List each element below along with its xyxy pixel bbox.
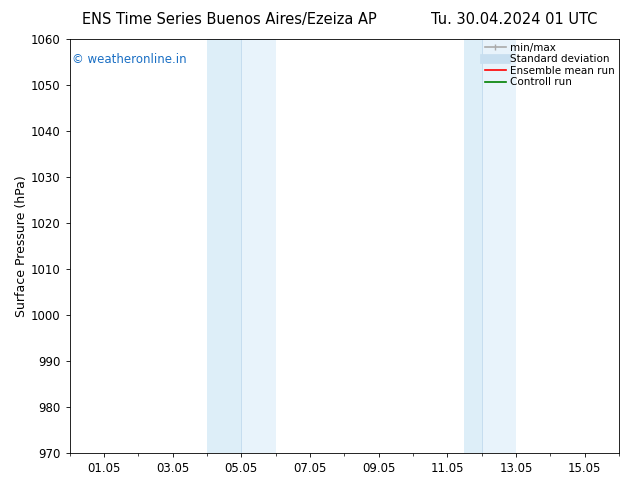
Bar: [482, 39, 516, 453]
Y-axis label: Surface Pressure (hPa): Surface Pressure (hPa): [15, 175, 28, 317]
Bar: [242, 39, 276, 453]
Legend: min/max, Standard deviation, Ensemble mean run, Controll run: min/max, Standard deviation, Ensemble me…: [483, 41, 617, 90]
Bar: [465, 39, 482, 453]
Text: © weatheronline.in: © weatheronline.in: [72, 53, 187, 66]
Text: Tu. 30.04.2024 01 UTC: Tu. 30.04.2024 01 UTC: [431, 12, 597, 27]
Text: ENS Time Series Buenos Aires/Ezeiza AP: ENS Time Series Buenos Aires/Ezeiza AP: [82, 12, 377, 27]
Bar: [207, 39, 242, 453]
